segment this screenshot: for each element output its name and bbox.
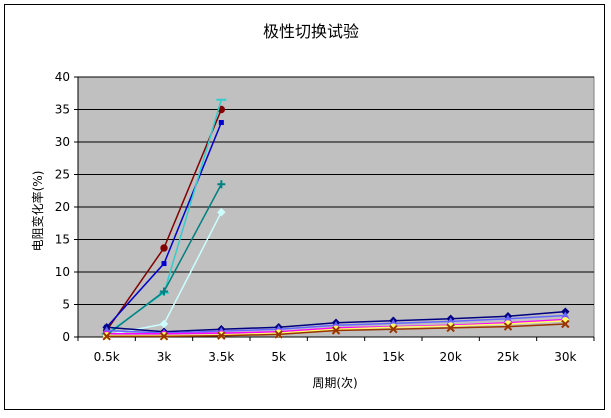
y-tick-label: 15 — [55, 233, 70, 247]
data-point — [159, 332, 169, 341]
x-tick-label: 5k — [271, 350, 286, 364]
y-tick-label: 30 — [55, 135, 70, 149]
data-point — [561, 319, 570, 329]
x-tick-label: 10k — [325, 350, 347, 364]
y-tick-label: 40 — [55, 70, 70, 84]
plot-area: 0 5 10 15 20 25 30 35 40 0.5k 3k 3.5k 5k 10k 15k 20k 25k… — [55, 70, 595, 364]
y-tick-label: 35 — [55, 103, 70, 117]
y-axis-label: 电阻变化率(%) — [30, 171, 45, 252]
data-point — [503, 314, 513, 322]
data-point — [160, 244, 168, 252]
x-tick-label: 20k — [440, 350, 462, 364]
data-point — [331, 326, 341, 335]
x-tick-label: 25k — [497, 350, 519, 364]
data-point — [446, 317, 455, 325]
x-tick-label: 0.5k — [94, 350, 120, 364]
chart-title: 极性切换试验 — [263, 22, 359, 41]
x-tick-label: 3k — [157, 350, 172, 364]
data-point — [217, 180, 226, 189]
x-tick-label: 3.5k — [208, 350, 234, 364]
y-tick-label: 10 — [55, 265, 70, 279]
chart-svg: 极性切换试验 电阻变化率(%) 周期(次) 0 5 10 15 20 25 30 35 40 0.… — [30, 22, 595, 390]
data-point — [503, 322, 513, 331]
data-point — [161, 261, 167, 267]
data-point — [160, 287, 168, 296]
data-point — [446, 323, 455, 333]
data-point — [218, 120, 224, 125]
data-point — [389, 324, 398, 334]
data-point — [561, 311, 570, 319]
chart-frame: 极性切换试验 电阻变化率(%) 周期(次) 0 5 10 15 20 25 30 35 40 0.… — [4, 4, 605, 410]
x-tick-label: 15k — [382, 350, 404, 364]
data-point — [102, 332, 111, 341]
y-tick-label: 0 — [62, 330, 70, 344]
data-point — [159, 319, 169, 329]
x-tick-label: 30k — [554, 350, 576, 364]
y-tick-label: 5 — [62, 298, 70, 312]
x-axis-label: 周期(次) — [312, 376, 357, 390]
data-point — [274, 330, 283, 339]
y-tick-label: 25 — [55, 168, 70, 182]
data-point — [217, 331, 226, 340]
data-point — [217, 208, 226, 217]
y-tick-label: 20 — [55, 200, 70, 214]
